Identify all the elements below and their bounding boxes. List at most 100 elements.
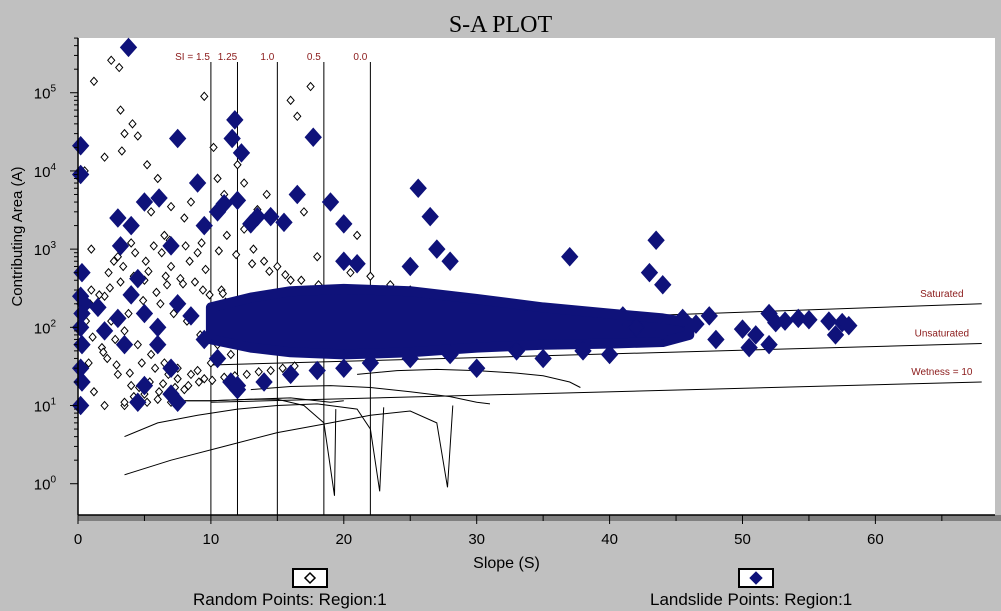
landslide-point — [135, 192, 154, 212]
landslide-point — [614, 306, 632, 326]
landslide-point — [335, 358, 353, 378]
random-point — [193, 365, 202, 376]
landslide-point — [182, 306, 200, 326]
random-points-legend-swatch[interactable] — [292, 568, 328, 588]
landslide-point — [654, 321, 672, 341]
random-point — [162, 280, 172, 290]
stability-curve — [171, 398, 337, 496]
landslide-point — [232, 143, 251, 163]
random-point — [218, 288, 228, 299]
random-point — [120, 128, 129, 139]
random-point — [169, 308, 178, 319]
random-point — [112, 360, 121, 370]
landslide-point — [115, 334, 134, 355]
random-point — [117, 146, 127, 156]
si-label: 0.5 — [307, 52, 321, 63]
random-point — [149, 241, 158, 251]
landslide-point — [747, 325, 765, 345]
si-label: SI = 1.5 — [175, 52, 210, 63]
random-point — [150, 363, 160, 373]
landslide-point — [840, 315, 858, 336]
random-point — [166, 261, 176, 272]
filled-diamond-icon — [749, 571, 763, 585]
random-point — [158, 378, 168, 389]
random-point — [297, 275, 306, 286]
landslide-point — [169, 392, 187, 413]
landslide-point — [149, 334, 167, 355]
random-point — [119, 261, 128, 272]
y-tick-label: 103 — [34, 240, 57, 259]
landslide-point — [228, 375, 247, 396]
random-point — [160, 230, 169, 241]
landslide-point — [335, 214, 353, 234]
landslide-point — [262, 206, 280, 227]
random-point — [153, 394, 162, 405]
random-point — [185, 256, 194, 267]
random-point — [186, 197, 196, 207]
landslide-point — [707, 329, 725, 350]
landslide-point — [195, 329, 213, 350]
random-point — [366, 271, 375, 282]
landslide-point — [122, 285, 140, 305]
y-tick-label: 101 — [34, 397, 57, 416]
landslide-point — [71, 317, 90, 338]
open-diamond-icon — [303, 571, 317, 585]
random-point — [205, 290, 214, 300]
x-tick-label: 0 — [74, 531, 82, 548]
landslide-point — [135, 375, 154, 396]
landslide-points-legend-swatch[interactable] — [738, 568, 774, 588]
random-point — [128, 119, 137, 129]
landslide-point — [162, 358, 180, 378]
random-point — [146, 349, 156, 360]
random-point — [306, 81, 315, 92]
random-point — [214, 246, 224, 256]
random-point — [249, 244, 258, 254]
random-point — [103, 353, 112, 364]
landslide-point — [242, 214, 260, 234]
random-point — [184, 380, 193, 391]
random-point — [242, 369, 251, 380]
random-point — [226, 349, 235, 360]
random-point — [133, 339, 142, 350]
random-point — [262, 189, 271, 200]
landslide-point — [149, 317, 167, 338]
random-point — [161, 271, 170, 282]
random-point — [109, 256, 119, 267]
random-point — [120, 326, 129, 336]
landslide-point — [627, 317, 645, 338]
random-point — [265, 266, 274, 277]
random-point — [233, 159, 242, 170]
random-point — [137, 358, 146, 368]
random-point — [254, 367, 263, 377]
landslide-point — [129, 392, 147, 413]
landslide-point — [760, 334, 778, 355]
landslide-point — [71, 395, 90, 416]
random-points-legend-label: Random Points: Region:1 — [193, 590, 387, 609]
random-point — [99, 347, 108, 358]
landslide-point — [574, 341, 592, 361]
random-point — [120, 397, 129, 408]
random-point — [190, 277, 200, 287]
landslide-point — [122, 215, 140, 236]
landslide-point — [135, 303, 154, 324]
landslide-point — [348, 254, 366, 274]
landslide-point — [441, 344, 459, 365]
si-label: 0.0 — [353, 52, 367, 63]
random-point — [197, 238, 206, 248]
landslide-point — [361, 353, 380, 373]
random-point — [124, 308, 133, 319]
random-point — [104, 267, 113, 278]
random-point — [239, 178, 249, 188]
landslide-point — [800, 309, 818, 330]
stability-curve — [250, 385, 491, 405]
random-point — [113, 251, 123, 262]
landslide-point — [733, 319, 752, 339]
landslide-point — [169, 294, 187, 314]
random-point — [144, 266, 153, 277]
landslide-point — [169, 128, 187, 149]
random-point — [154, 386, 164, 397]
random-point — [100, 400, 109, 411]
random-point — [113, 369, 123, 380]
landslide-point — [288, 184, 306, 205]
random-point — [278, 363, 287, 373]
